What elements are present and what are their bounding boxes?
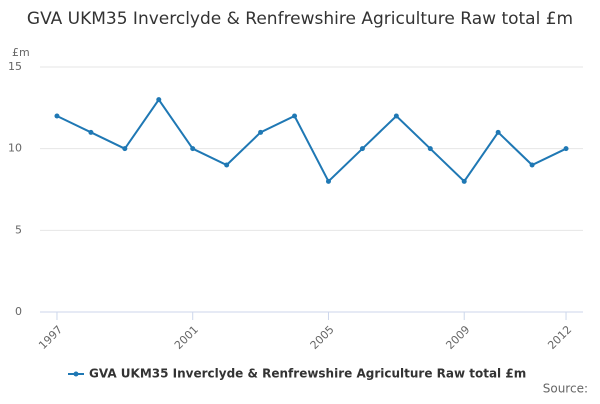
data-point bbox=[359, 146, 365, 152]
data-point bbox=[427, 146, 433, 152]
data-point bbox=[495, 129, 501, 135]
legend-marker bbox=[73, 371, 79, 377]
data-point bbox=[122, 146, 128, 152]
y-tick-label: 10 bbox=[8, 142, 22, 155]
y-tick-label: 0 bbox=[15, 305, 22, 318]
source: Source: bbox=[543, 382, 588, 396]
data-point bbox=[563, 146, 569, 152]
data-point bbox=[461, 178, 467, 184]
chart-title: GVA UKM35 Inverclyde & Renfrewshire Agri… bbox=[26, 9, 574, 29]
data-point bbox=[325, 178, 331, 184]
data-point bbox=[529, 162, 535, 168]
y-axis-label: £m bbox=[12, 46, 30, 59]
series-line bbox=[56, 97, 567, 183]
data-point bbox=[393, 113, 399, 119]
x-tick-label: 2009 bbox=[443, 323, 472, 352]
data-point bbox=[292, 113, 298, 119]
x-tick-label: 1997 bbox=[36, 323, 65, 352]
x-tick-label: 2012 bbox=[545, 323, 574, 352]
data-point bbox=[88, 129, 94, 135]
data-point bbox=[258, 129, 264, 135]
data-point bbox=[156, 97, 162, 103]
x-tick-label: 2001 bbox=[172, 323, 201, 352]
y-tick-label: 5 bbox=[15, 223, 22, 236]
data-point bbox=[54, 113, 60, 119]
y-tick-label: 15 bbox=[8, 60, 22, 73]
data-point bbox=[224, 162, 230, 168]
legend-label: GVA UKM35 Inverclyde & Renfrewshire Agri… bbox=[89, 367, 526, 381]
data-point bbox=[190, 146, 196, 152]
x-tick-label: 2005 bbox=[308, 323, 337, 352]
